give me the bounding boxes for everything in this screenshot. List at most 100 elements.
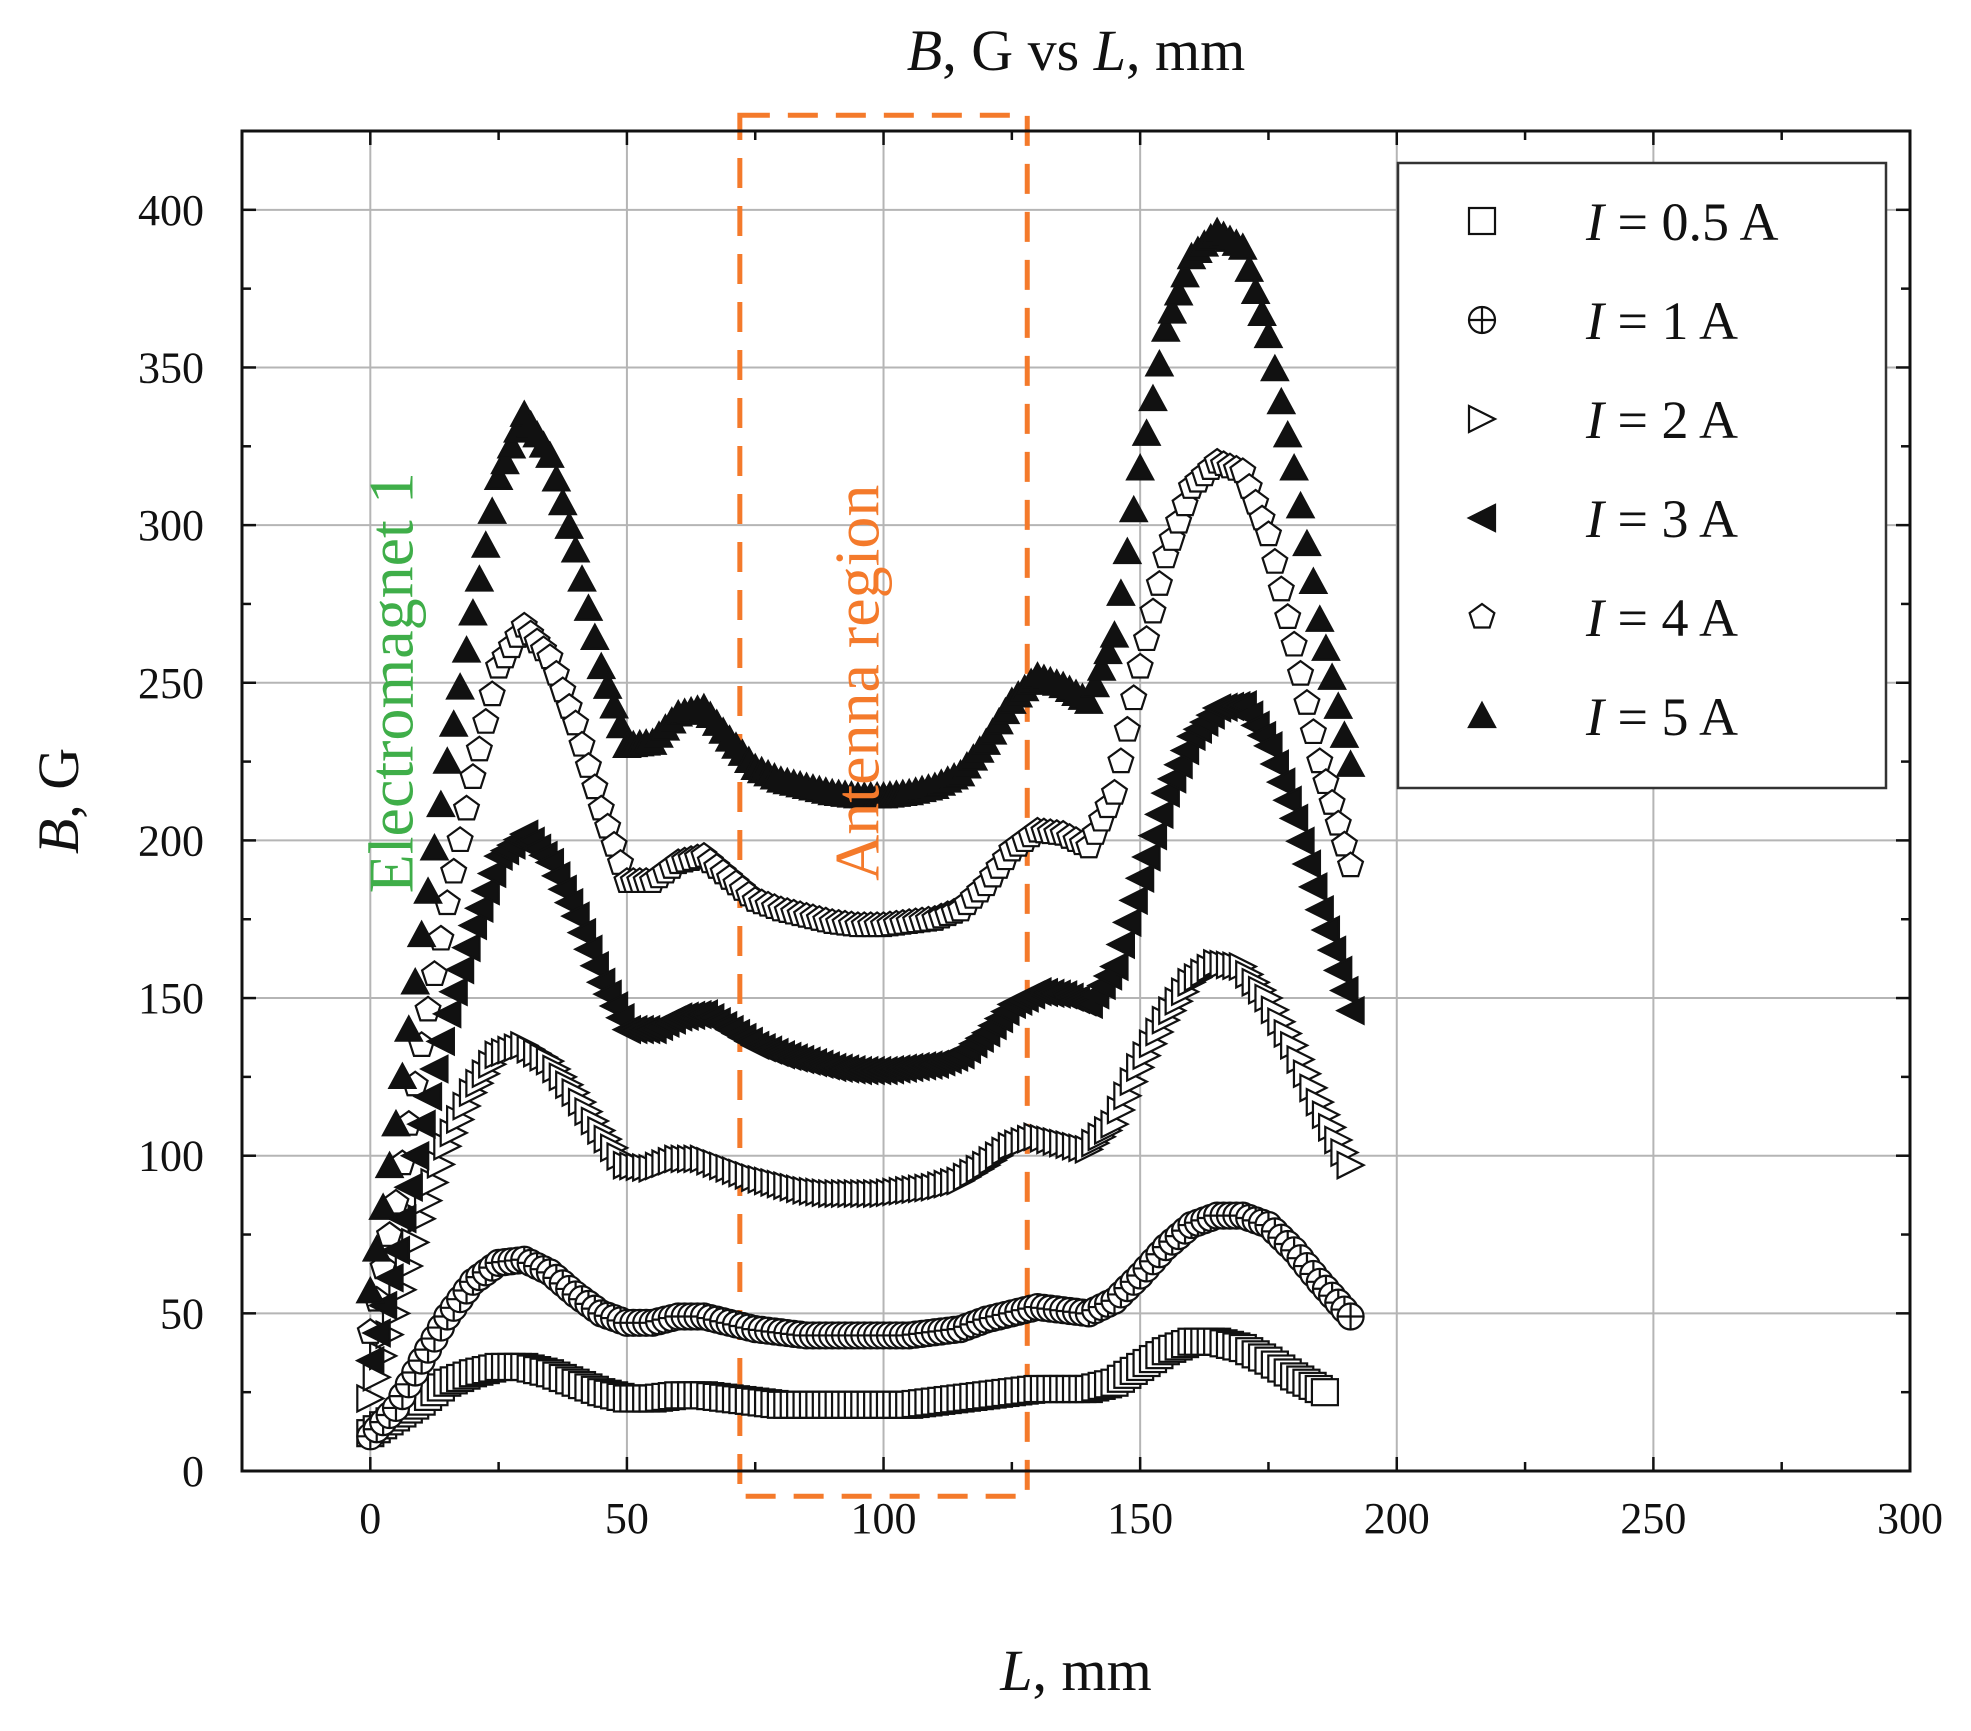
data-point	[1274, 602, 1302, 629]
data-point	[1120, 684, 1148, 711]
data-point	[361, 1234, 392, 1262]
data-point	[1145, 569, 1174, 596]
x-tick-label: 300	[1877, 1494, 1943, 1543]
data-point	[446, 826, 474, 853]
data-point	[1259, 749, 1289, 779]
data-point	[574, 751, 603, 778]
data-point	[1267, 575, 1295, 602]
data-point	[580, 622, 610, 650]
data-point	[1335, 995, 1365, 1026]
data-point	[476, 858, 507, 889]
data-point	[560, 535, 591, 563]
data-point	[1329, 720, 1360, 748]
annotations: Electromagnet 1 Antenna region	[356, 472, 893, 893]
data-point	[354, 1345, 385, 1376]
data-point	[425, 1026, 455, 1057]
data-point	[581, 773, 609, 800]
data-point	[1234, 254, 1265, 282]
series-0-5-a	[356, 1327, 1340, 1448]
legend-marker	[1467, 206, 1497, 236]
data-point	[1107, 747, 1135, 774]
data-point	[459, 762, 487, 789]
data-point	[1330, 830, 1359, 857]
x-axis-title: L, mm	[999, 1638, 1152, 1703]
data-point	[1125, 453, 1155, 481]
data-point	[1086, 653, 1117, 681]
data-point	[1254, 520, 1283, 547]
y-tick-label: 50	[160, 1289, 204, 1338]
data-point	[465, 735, 494, 762]
data-point	[1336, 1150, 1367, 1180]
legend-entry: I = 3 A	[1585, 489, 1738, 549]
data-point	[399, 1140, 430, 1171]
data-point	[1297, 872, 1328, 902]
data-point	[535, 440, 565, 468]
data-point	[470, 530, 501, 558]
data-point	[432, 746, 463, 774]
data-point	[1306, 747, 1334, 774]
data-point	[1157, 296, 1188, 324]
data-point	[478, 680, 506, 707]
data-point	[470, 876, 500, 906]
data-point	[1291, 849, 1322, 879]
data-point	[1293, 688, 1321, 715]
data-point	[1112, 536, 1143, 565]
y-tick-label: 150	[138, 974, 204, 1023]
x-tick-label: 50	[605, 1494, 649, 1543]
data-point	[572, 934, 603, 964]
data-point	[1311, 633, 1341, 661]
data-point	[1335, 749, 1366, 777]
electromagnet-label: Electromagnet 1	[356, 472, 427, 893]
data-point	[1322, 955, 1353, 986]
data-point	[579, 950, 609, 981]
legend-entry: I = 0.5 A	[1585, 192, 1778, 252]
series-1-a	[356, 1201, 1365, 1451]
data-point	[387, 1061, 418, 1090]
data-point	[1286, 659, 1315, 686]
data-point	[1131, 842, 1161, 872]
data-point	[445, 672, 475, 700]
data-point	[444, 954, 475, 985]
data-point	[560, 901, 590, 931]
data-point	[1304, 604, 1335, 632]
data-point	[400, 966, 431, 995]
data-point	[1278, 803, 1309, 834]
data-point	[1118, 885, 1148, 916]
data-point	[431, 999, 462, 1029]
data-point	[1285, 826, 1315, 856]
legend-marker	[1466, 503, 1497, 533]
data-point	[1261, 547, 1289, 574]
data-point	[1316, 935, 1347, 965]
data-point	[1118, 494, 1149, 523]
y-tick-label: 400	[138, 186, 204, 235]
data-point	[355, 1275, 386, 1304]
data-point	[440, 857, 468, 884]
data-point	[393, 1172, 423, 1203]
data-point	[1111, 907, 1142, 938]
data-point	[438, 709, 469, 737]
data-point	[367, 1290, 398, 1321]
data-point	[1227, 232, 1258, 260]
data-point	[419, 832, 450, 861]
data-point	[1143, 799, 1174, 830]
data-point	[1292, 528, 1322, 557]
x-tick-label: 200	[1364, 1494, 1430, 1543]
antenna-region-label: Antenna region	[821, 485, 892, 881]
data-point	[1124, 863, 1155, 894]
data-point	[1099, 951, 1129, 982]
legend-entry: I = 2 A	[1585, 390, 1738, 450]
legend-entry: I = 1 A	[1585, 291, 1738, 351]
antenna-region-box	[737, 112, 1030, 1499]
antenna-region	[737, 112, 1030, 1499]
y-tick-label: 200	[138, 816, 204, 865]
data-point	[426, 789, 456, 818]
data-point	[374, 1263, 404, 1293]
data-point	[1266, 386, 1297, 415]
data-point	[419, 1054, 449, 1084]
data-point	[1310, 1378, 1340, 1407]
legend-marker	[1468, 602, 1496, 629]
y-tick-label: 350	[138, 343, 204, 392]
data-point	[1260, 353, 1290, 382]
data-point	[541, 464, 572, 492]
data-point	[451, 635, 482, 663]
